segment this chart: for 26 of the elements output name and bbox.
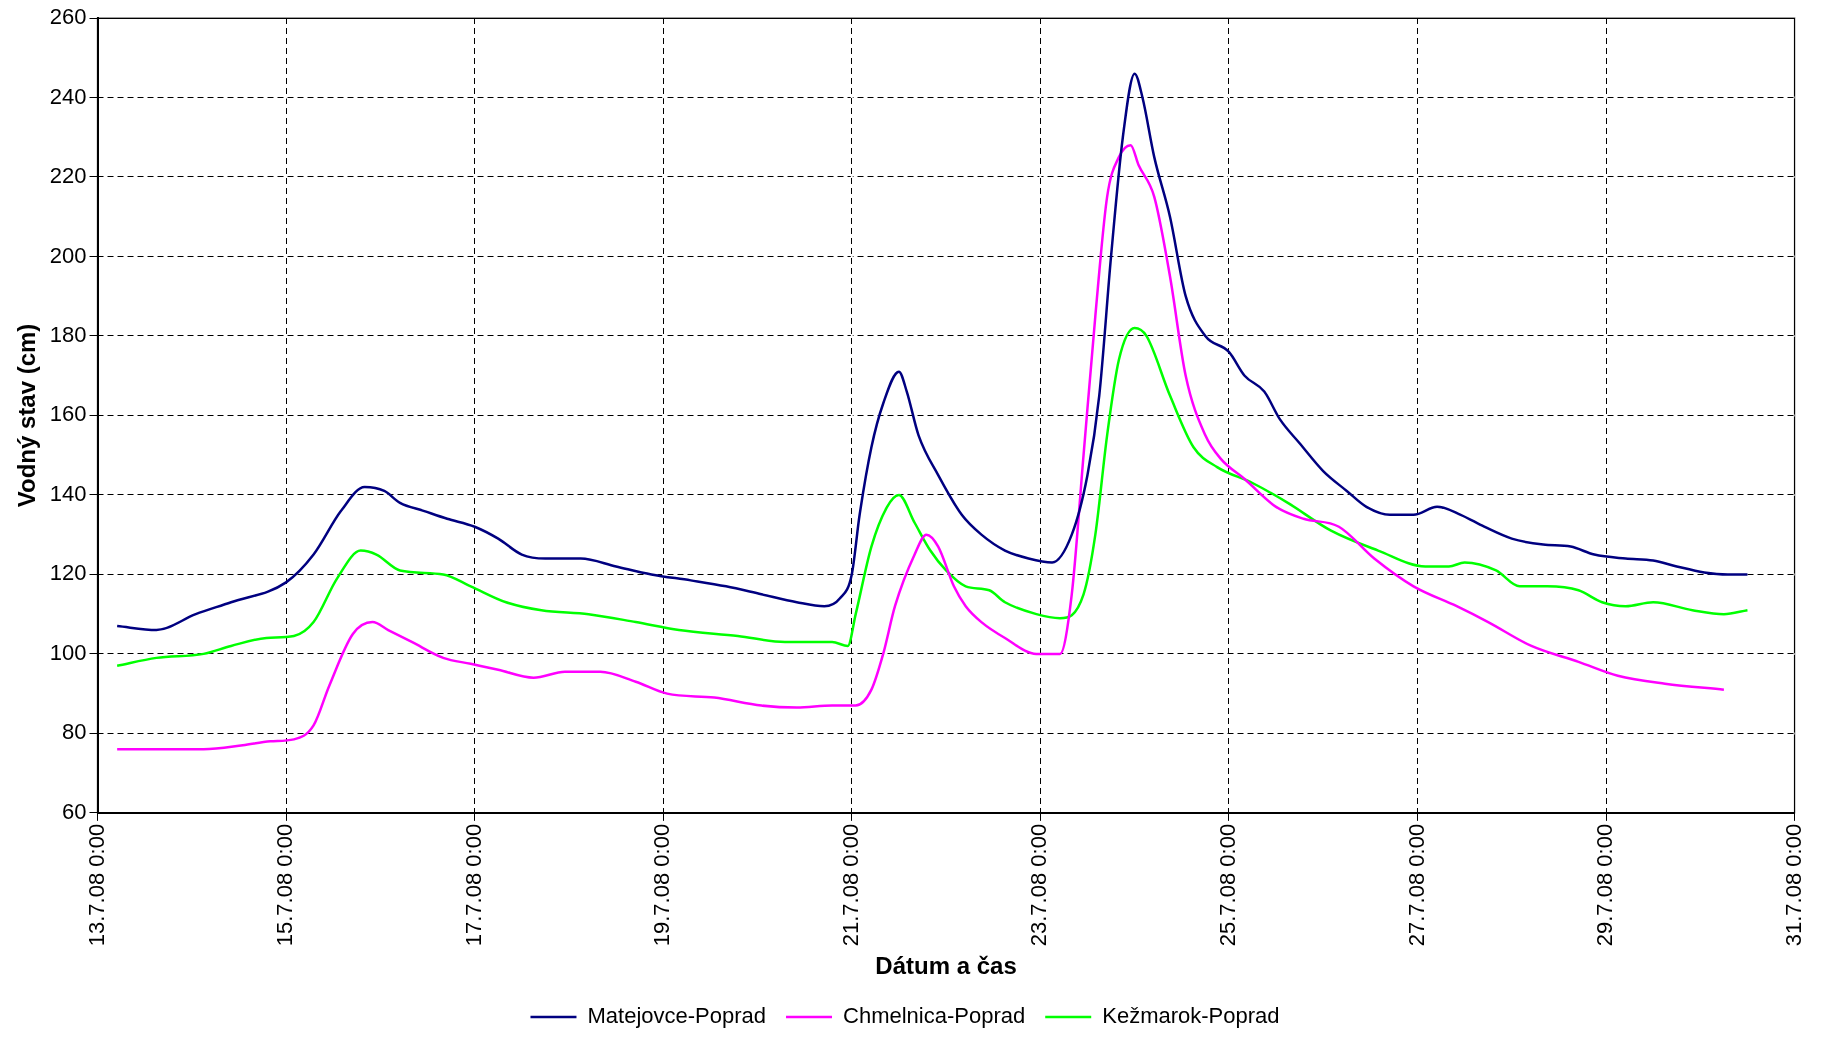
x-tick-label: 15.7.08 0:00 <box>272 823 298 947</box>
x-tick-label: 17.7.08 0:00 <box>460 823 486 947</box>
y-tick-label: 60 <box>62 798 87 824</box>
x-tick-label: 31.7.08 0:00 <box>1780 823 1806 947</box>
x-tick-label: 19.7.08 0:00 <box>649 823 675 947</box>
x-tick-label: 27.7.08 0:00 <box>1403 823 1429 947</box>
x-tick-label: 13.7.08 0:00 <box>83 823 109 947</box>
x-tick-label: 23.7.08 0:00 <box>1026 823 1052 947</box>
legend-label: Kežmarok-Poprad <box>1102 1003 1280 1029</box>
y-axis-title: Vodný stav (cm) <box>13 323 41 508</box>
y-tick-label: 80 <box>62 719 87 745</box>
y-tick-label: 240 <box>49 83 87 109</box>
y-tick-label: 100 <box>49 639 87 665</box>
y-tick-label: 120 <box>49 560 87 586</box>
y-tick-label: 260 <box>49 4 87 30</box>
x-axis-title: Dátum a čas <box>875 952 1017 980</box>
legend-label: Chmelnica-Poprad <box>843 1003 1026 1029</box>
x-tick-label: 25.7.08 0:00 <box>1214 823 1240 947</box>
y-tick-label: 180 <box>49 322 87 348</box>
y-tick-label: 200 <box>49 242 87 268</box>
x-tick-label: 29.7.08 0:00 <box>1592 823 1618 947</box>
y-tick-label: 140 <box>49 480 87 506</box>
y-tick-label: 220 <box>49 163 87 189</box>
legend-label: Matejovce-Poprad <box>587 1003 767 1029</box>
x-tick-label: 21.7.08 0:00 <box>837 823 863 947</box>
y-tick-label: 160 <box>49 401 87 427</box>
